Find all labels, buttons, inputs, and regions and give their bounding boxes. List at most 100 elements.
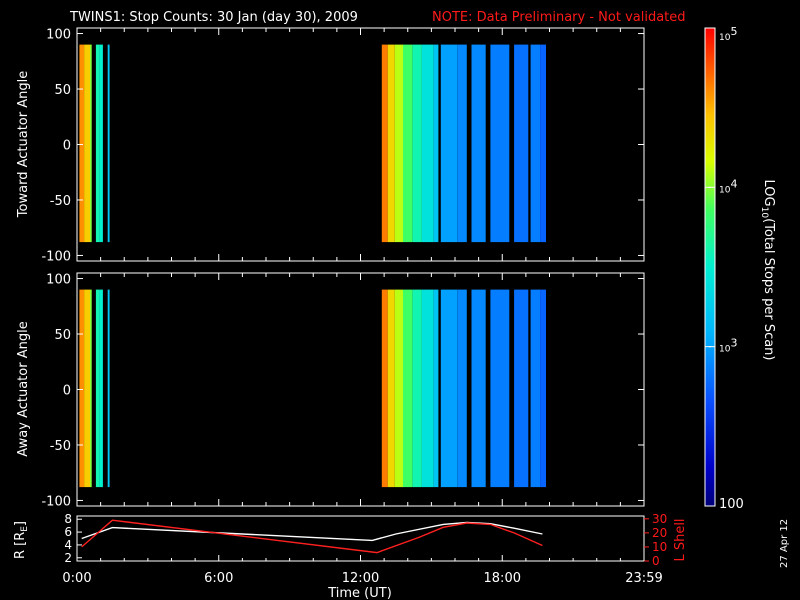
toward-strip [457,44,467,243]
toward-y-tick-label: -100 [41,249,71,264]
away-strip [90,289,92,488]
orbit-lines [81,519,543,554]
away-strip [540,289,546,488]
away-strip [440,289,458,488]
toward-y-axis-label: Toward Actuator Angle [16,71,31,218]
r-distance-line [81,521,543,542]
toward-strip [490,44,510,243]
toward-strip [90,44,92,243]
toward-strip [540,44,546,243]
colorbar-label-suffix: (Total Stops per Scan) [761,218,776,360]
away-strip [387,289,395,488]
preliminary-note: NOTE: Data Preliminary - Not validated [432,10,686,25]
toward-plot-frame [76,27,645,262]
r-axis-tick-label: 8 [64,512,72,526]
colorbar-ticks: 105 104 103 100 [705,25,744,512]
away-y-ticks: 100 50 0 -50 -100 [41,273,644,509]
colorbar: 105 104 103 100 LOG10(Total Stops per Scan) [704,25,776,512]
toward-strip [387,44,395,243]
l-shell-axis-tick-label: 30 [652,512,667,526]
l-shell-line [81,519,543,554]
toward-y-ticks: 100 50 0 -50 -100 [41,28,644,264]
away-strip [79,289,85,488]
time-axis-tick-label: 23:59 [625,571,662,586]
time-axis-tick-label: 18:00 [484,571,521,586]
away-y-axis-label: Away Actuator Angle [16,321,31,456]
toward-y-tick-label: 50 [54,83,71,98]
away-strip [403,289,413,488]
away-strip [95,289,100,488]
away-y-tick-label: 0 [63,384,71,399]
l-shell-axis-tick-label: 0 [652,554,660,568]
r-axis-label-sub: E [20,526,30,532]
away-strip [421,289,434,488]
colorbar-gradient [704,27,716,507]
time-axis-tick-label: 0:00 [62,571,91,586]
away-strip [471,289,486,488]
toward-strip [84,44,90,243]
away-strip [107,289,110,488]
colorbar-label-prefix: LOG [761,180,776,207]
r-axis-label-end: ] [13,521,28,526]
colorbar-tick-label: 105 [719,25,737,43]
away-y-tick-label: -100 [41,494,71,509]
toward-strip [79,44,85,243]
x-axis-label: Time (UT) [327,586,392,600]
toward-strip [412,44,422,243]
toward-strip [514,44,529,243]
colorbar-label-sub: 10 [759,207,769,219]
l-shell-axis-label: L Shell [673,518,688,561]
away-strip [84,289,90,488]
l-shell-axis-tick-label: 10 [652,540,667,554]
time-axis-tick-label: 6:00 [204,571,233,586]
away-strip [457,289,467,488]
date-stamp: 27 Apr 12 [779,519,790,568]
colorbar-tick-label: 104 [719,177,737,195]
l-shell-axis-tick-label: 20 [652,526,667,540]
colorbar-tick-label: 103 [719,337,737,355]
toward-y-tick-label: 100 [46,28,71,43]
away-strip [381,289,388,488]
away-y-tick-label: 50 [54,328,71,343]
toward-strip [403,44,413,243]
colorbar-label: LOG10(Total Stops per Scan) [759,180,776,361]
toward-strip [433,44,439,243]
toward-strip [107,44,110,243]
away-strip [394,289,404,488]
away-angle-panel: 100 50 0 -50 -100 Away Actuator Angle [16,272,645,509]
away-strip [412,289,422,488]
toward-y-tick-label: 0 [63,139,71,154]
toward-strip [471,44,486,243]
away-y-tick-label: -50 [50,439,71,454]
r-axis-tick-label: 4 [64,538,72,552]
r-axis-tick-label: 6 [64,525,72,539]
away-strip [530,289,541,488]
toward-y-tick-label: -50 [50,194,71,209]
toward-strip [440,44,458,243]
toward-strip [530,44,541,243]
away-x-ticks [76,273,645,506]
away-heatmap [79,289,546,488]
toward-strip [421,44,434,243]
r-axis-tick-label: 2 [64,551,72,565]
away-plot-frame [76,272,645,507]
away-y-tick-label: 100 [46,273,71,288]
time-axis-tick-label: 12:00 [342,571,379,586]
away-strip [433,289,439,488]
toward-strip [381,44,388,243]
r-axis-label: R [RE] [13,521,30,559]
chart-title: TWINS1: Stop Counts: 30 Jan (day 30), 20… [69,10,358,25]
orbit-plot-frame [76,515,645,562]
toward-heatmap [79,44,546,243]
colorbar-tick-label: 100 [719,497,744,512]
toward-strip [99,44,103,243]
time-axis-ticks: 0:00 6:00 12:00 18:00 23:59 [62,555,663,586]
toward-strip [95,44,100,243]
away-strip [99,289,103,488]
toward-x-ticks [76,28,645,261]
away-strip [514,289,529,488]
